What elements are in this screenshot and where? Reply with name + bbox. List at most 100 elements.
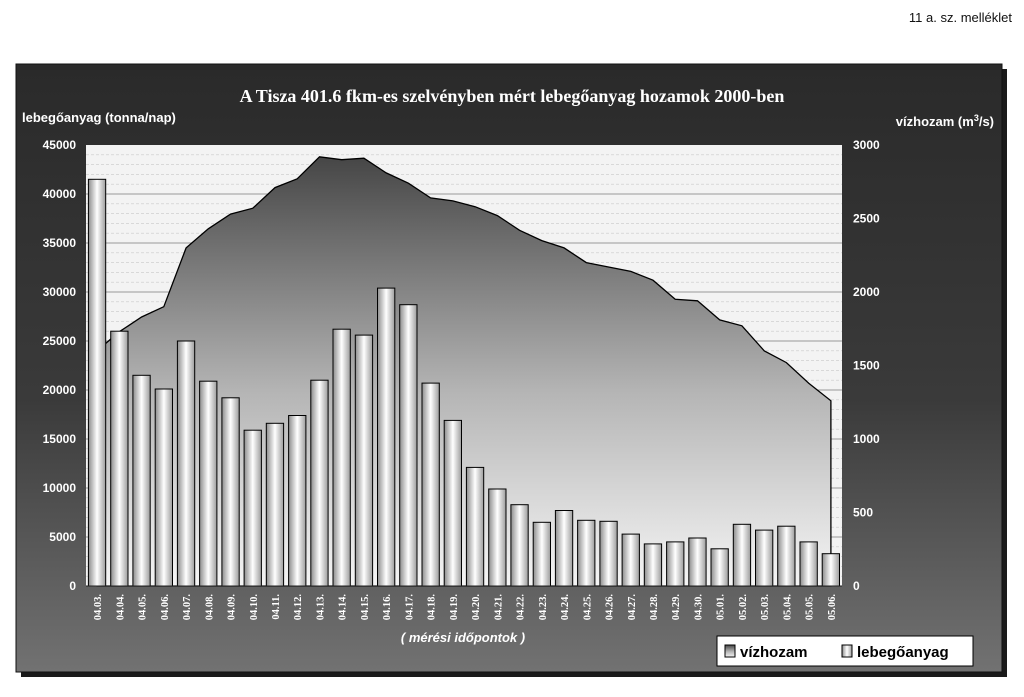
bar-04-09 <box>221 397 240 587</box>
x-tick-label: 04.13. <box>316 594 327 621</box>
x-tick-label: 05.04. <box>782 594 793 621</box>
y-left-tick-label: 45000 <box>43 138 77 152</box>
x-tick-label: 05.05. <box>805 594 816 621</box>
y-axis-left-label: lebegőanyag (tonna/nap) <box>22 110 176 125</box>
bar-04-04 <box>110 330 129 587</box>
x-tick-label: 04.15. <box>360 594 371 621</box>
y-left-tick-label: 5000 <box>49 530 76 544</box>
legend-label-lebegoanyag: lebegőanyag <box>857 644 949 661</box>
y-left-tick-label: 35000 <box>43 236 77 250</box>
x-axis-label: ( mérési időpontok ) <box>401 630 525 645</box>
y-right-tick-label: 2000 <box>853 285 880 299</box>
x-tick-label: 04.04. <box>115 594 126 621</box>
attachment-note: 11 a. sz. melléklet <box>908 10 1012 25</box>
bar-04-19 <box>443 419 463 587</box>
bar-05-05 <box>799 541 818 587</box>
x-tick-label: 04.05. <box>138 594 149 621</box>
x-tick-label: 04.21. <box>493 594 504 621</box>
bar-04-29 <box>666 541 685 587</box>
bar-04-15 <box>354 334 374 587</box>
x-tick-label: 04.26. <box>605 594 616 621</box>
y-right-tick-label: 1500 <box>853 359 880 373</box>
x-tick-label: 04.19. <box>449 594 460 621</box>
x-tick-label: 04.28. <box>649 594 660 621</box>
bar-04-08 <box>199 380 218 587</box>
x-tick-label: 04.10. <box>249 594 260 621</box>
legend-label-vizhozam: vízhozam <box>740 644 808 661</box>
x-tick-label: 05.01. <box>716 594 727 621</box>
x-tick-label: 04.07. <box>182 594 193 621</box>
bar-04-22 <box>510 504 529 587</box>
legend-swatch-lebegoanyag <box>841 644 853 658</box>
x-tick-label: 04.24. <box>560 594 571 621</box>
bar-04-30 <box>688 537 707 587</box>
chart-title: A Tisza 401.6 fkm-es szelvényben mért le… <box>240 86 785 106</box>
bar-05-02 <box>732 523 752 587</box>
bar-04-20 <box>465 466 485 587</box>
y-left-tick-label: 0 <box>69 579 76 593</box>
x-tick-label: 04.29. <box>671 594 682 621</box>
y-right-tick-label: 1000 <box>853 432 880 446</box>
x-tick-label: 04.06. <box>160 594 171 621</box>
x-tick-label: 04.25. <box>582 594 593 621</box>
x-tick-label: 04.30. <box>694 594 705 621</box>
bar-04-13 <box>310 379 329 587</box>
x-tick-label: 04.16. <box>382 594 393 621</box>
y-axis-right-ticks: 0 500 1000 1500 2000 2500 3000 <box>853 138 880 593</box>
x-tick-label: 04.11. <box>271 594 282 620</box>
x-tick-label: 04.23. <box>538 594 549 621</box>
y-right-tick-label: 0 <box>853 579 860 593</box>
x-tick-label: 04.03. <box>93 594 104 621</box>
y-axis-right-label: vízhozam (m3/s) <box>896 113 994 129</box>
bar-04-17 <box>399 304 418 587</box>
x-tick-label: 04.09. <box>227 594 238 621</box>
bar-04-24 <box>554 510 574 587</box>
x-tick-label: 05.03. <box>760 594 771 621</box>
bar-04-27 <box>621 533 640 587</box>
bar-04-11 <box>265 422 285 587</box>
x-tick-label: 04.18. <box>427 594 438 621</box>
bar-05-01 <box>710 548 729 587</box>
bar-04-12 <box>288 415 307 587</box>
x-tick-label: 04.14. <box>338 594 349 621</box>
x-tick-label: 04.08. <box>204 594 215 621</box>
legend-swatch-vizhozam <box>724 644 736 658</box>
bar-04-14 <box>332 328 351 587</box>
bar-04-25 <box>577 519 596 587</box>
y-right-tick-label: 3000 <box>853 138 880 152</box>
x-tick-label: 04.27. <box>627 594 638 621</box>
y-right-tick-label: 500 <box>853 506 873 520</box>
y-left-tick-label: 20000 <box>43 383 77 397</box>
bar-04-16 <box>377 287 396 587</box>
bar-04-10 <box>243 429 262 587</box>
x-tick-label: 04.12. <box>293 594 304 621</box>
y-axis-right-label-prefix: vízhozam (m <box>896 114 974 129</box>
y-axis-right-label-suffix: /s) <box>979 114 994 129</box>
x-axis-ticks: 04.03. 04.04. 04.05. 04.06. 04.07. 04.08. 04.0… <box>93 594 838 621</box>
bar-04-21 <box>488 488 507 587</box>
bar-04-06 <box>154 388 173 587</box>
legend: vízhozam lebegőanyag <box>716 635 974 667</box>
bar-04-28 <box>643 543 663 587</box>
y-axis-left-ticks: 0 5000 10000 15000 20000 25000 30000 35000 40000… <box>43 138 77 593</box>
x-tick-label: 04.22. <box>516 594 527 621</box>
y-left-tick-label: 40000 <box>43 187 77 201</box>
bar-04-05 <box>132 374 151 587</box>
y-axis-right-label-sup: 3 <box>974 113 979 123</box>
bar-04-07 <box>176 340 196 587</box>
y-left-tick-label: 15000 <box>43 432 77 446</box>
x-tick-label: 04.20. <box>471 594 482 621</box>
bar-04-18 <box>421 382 440 587</box>
bar-05-03 <box>755 529 774 587</box>
x-tick-label: 05.06. <box>827 594 838 621</box>
bar-05-06 <box>821 553 841 587</box>
x-tick-label: 05.02. <box>738 594 749 621</box>
bar-04-26 <box>599 520 618 587</box>
bar-04-03 <box>87 178 107 587</box>
series-lebegoanyag-bars <box>87 178 841 587</box>
y-left-tick-label: 25000 <box>43 334 77 348</box>
x-tick-label: 04.17. <box>404 594 415 621</box>
y-left-tick-label: 30000 <box>43 285 77 299</box>
y-right-tick-label: 2500 <box>853 212 880 226</box>
